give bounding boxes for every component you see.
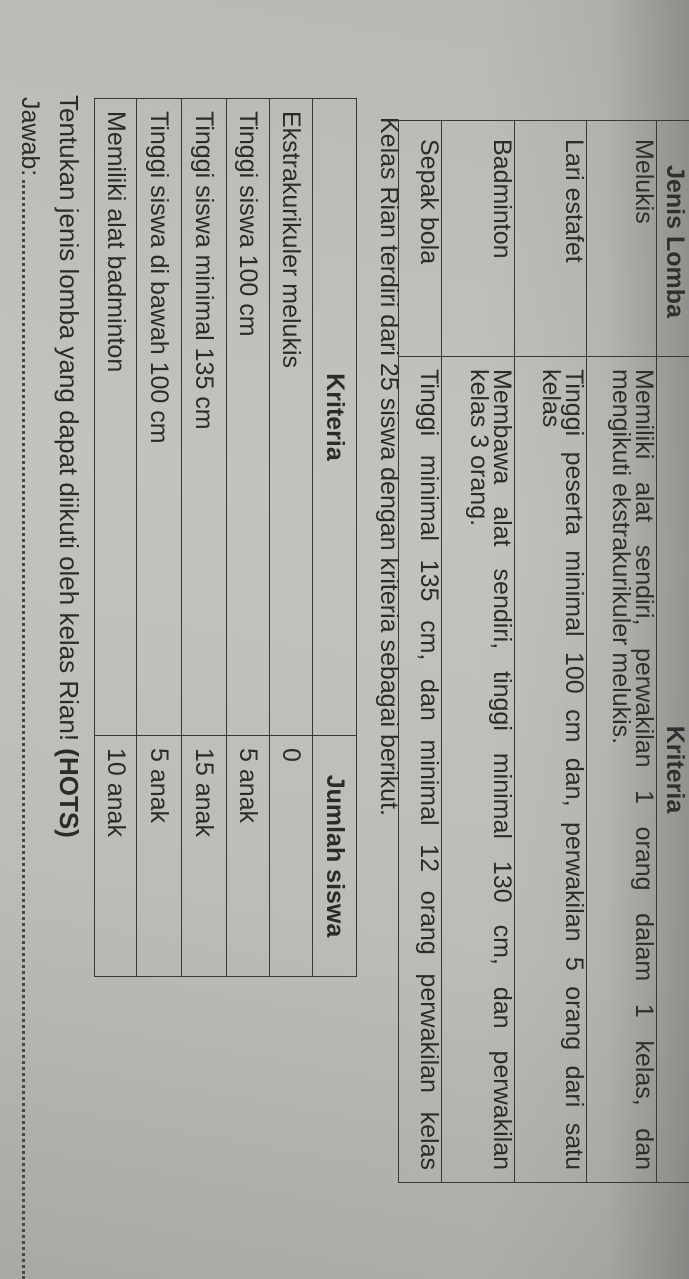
table-row: Memiliki alat badminton 10 anak <box>94 98 137 977</box>
criteria-cell: Memiliki alat badminton <box>94 98 137 736</box>
criteria-line: Memiliki alat sendiri, perwakilan 1 oran… <box>630 369 658 1170</box>
answer-label: Jawab: <box>16 97 44 177</box>
table-row: Tinggi siswa minimal 135 cm 15 anak <box>181 98 227 977</box>
criteria-line: Membawa alat sendiri, tinggi minimal 130… <box>488 369 516 1170</box>
count-cell: 10 anak <box>94 735 137 977</box>
answer-dotted-line[interactable] <box>22 180 43 1279</box>
competition-criteria: Tinggi peserta minimal 100 cm dan, perwa… <box>514 356 588 1183</box>
criteria-line: kelas 3 orang. <box>465 369 493 527</box>
competition-name: Badminton <box>441 120 516 357</box>
table-row: Badminton Membawa alat sendiri, tinggi m… <box>441 120 516 1183</box>
criteria-line: mengikuti ekstrakurikuler melukis. <box>607 369 635 745</box>
table-row: Melukis Memiliki alat sendiri, perwakila… <box>586 120 658 1183</box>
header-kriteria: Kriteria <box>312 98 357 736</box>
competition-criteria: Membawa alat sendiri, tinggi minimal 130… <box>441 356 516 1183</box>
header-jenis-lomba: Jenis Lomba <box>656 120 689 357</box>
table-row: Tinggi siswa di bawah 100 cm 5 anak <box>136 98 182 977</box>
count-cell: 15 anak <box>181 735 227 977</box>
criteria-line: Tinggi minimal 135 cm, dan minimal 12 or… <box>415 369 443 1170</box>
table-row: Sepak bola Tinggi minimal 135 cm, dan mi… <box>398 120 443 1183</box>
criteria-cell: Tinggi siswa minimal 135 cm <box>181 98 227 736</box>
answer-line: Jawab: <box>16 97 44 1279</box>
intro-sentence: Kelas Rian terdiri dari 25 siswa dengan … <box>375 117 403 816</box>
criteria-line: kelas <box>537 369 565 428</box>
competition-criteria-table: Jenis Lomba Kriteria Melukis Memiliki al… <box>398 120 689 1183</box>
criteria-cell: Ekstrakurikuler melukis <box>269 98 313 736</box>
criteria-cell: Tinggi siswa di bawah 100 cm <box>136 98 182 736</box>
table-row: Lari estafet Tinggi peserta minimal 100 … <box>514 120 588 1183</box>
table-header-row: Jenis Lomba Kriteria <box>656 120 689 1183</box>
hots-tag: (HOTS) <box>54 748 84 838</box>
header-kriteria: Kriteria <box>656 356 689 1183</box>
criteria-line: Tinggi peserta minimal 100 cm dan, perwa… <box>560 369 588 1170</box>
table-header-row: Kriteria Jumlah siswa <box>312 98 357 977</box>
count-cell: 5 anak <box>136 735 182 977</box>
table-row: Tinggi siswa 100 cm 5 anak <box>226 98 270 977</box>
class-criteria-table: Kriteria Jumlah siswa Ekstrakurikuler me… <box>94 98 357 977</box>
competition-name: Lari estafet <box>514 120 588 357</box>
header-jumlah-siswa: Jumlah siswa <box>312 735 357 977</box>
count-cell: 0 <box>269 735 313 977</box>
competition-name: Sepak bola <box>398 120 443 357</box>
count-cell: 5 anak <box>226 735 270 977</box>
competition-criteria: Memiliki alat sendiri, perwakilan 1 oran… <box>586 356 658 1183</box>
competition-name: Melukis <box>586 120 658 357</box>
question-text: Tentukan jenis lomba yang dapat diikuti … <box>54 95 84 749</box>
competition-criteria: Tinggi minimal 135 cm, dan minimal 12 or… <box>398 356 443 1183</box>
criteria-cell: Tinggi siswa 100 cm <box>226 98 270 736</box>
question: Tentukan jenis lomba yang dapat diikuti … <box>54 95 84 838</box>
table-row: Ekstrakurikuler melukis 0 <box>269 98 313 977</box>
